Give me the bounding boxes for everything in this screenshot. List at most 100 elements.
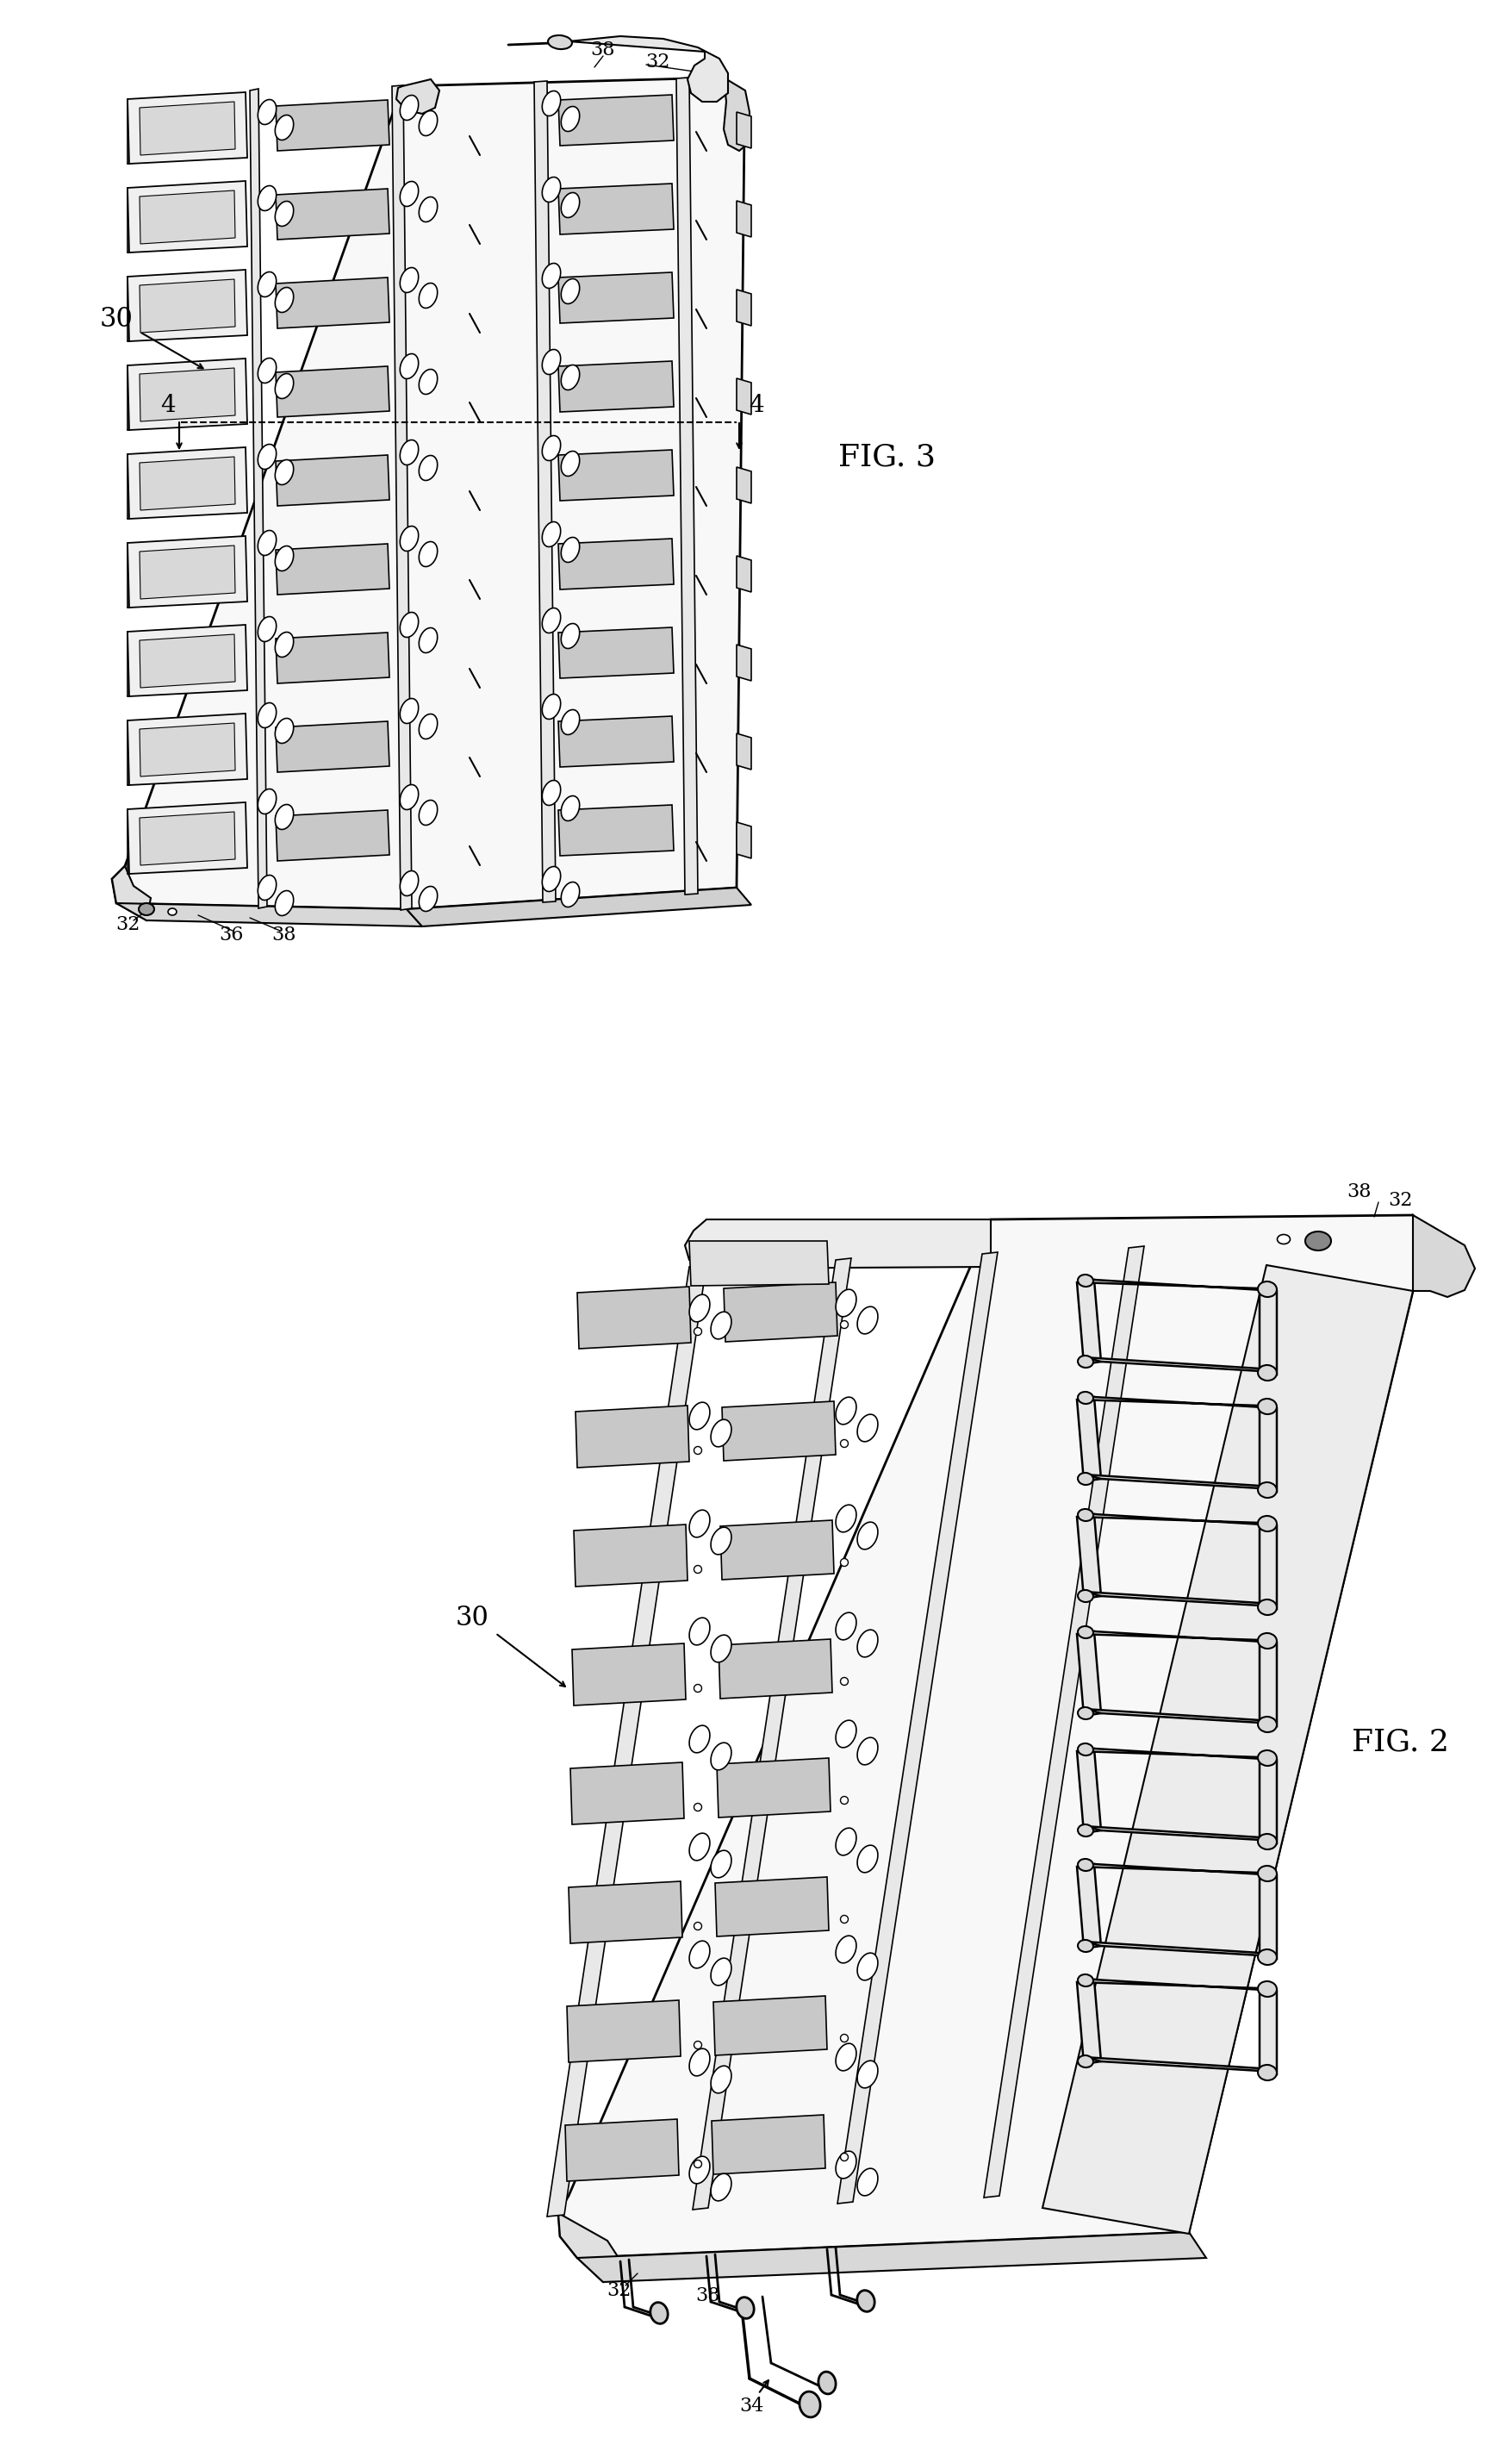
Polygon shape	[558, 451, 674, 500]
Ellipse shape	[1078, 1941, 1093, 1953]
Ellipse shape	[857, 1522, 878, 1549]
Polygon shape	[139, 724, 236, 776]
Ellipse shape	[543, 695, 561, 719]
Ellipse shape	[857, 2167, 878, 2195]
Ellipse shape	[841, 1796, 848, 1805]
Text: 38: 38	[696, 2286, 720, 2305]
Ellipse shape	[168, 909, 177, 916]
Polygon shape	[1077, 1515, 1276, 1525]
Polygon shape	[1077, 1980, 1276, 1990]
Ellipse shape	[1078, 1860, 1093, 1872]
Ellipse shape	[841, 2034, 848, 2042]
Ellipse shape	[275, 374, 293, 399]
Ellipse shape	[401, 355, 419, 379]
Ellipse shape	[836, 1397, 856, 1424]
Polygon shape	[714, 1995, 827, 2054]
Ellipse shape	[561, 623, 579, 648]
Text: 32: 32	[646, 52, 670, 71]
Polygon shape	[1084, 1475, 1275, 1490]
Ellipse shape	[419, 887, 437, 911]
Polygon shape	[1259, 1640, 1276, 1727]
Polygon shape	[838, 1251, 998, 2204]
Ellipse shape	[689, 2049, 709, 2076]
Polygon shape	[127, 448, 248, 520]
Polygon shape	[712, 2116, 826, 2175]
Text: FIG. 3: FIG. 3	[839, 441, 936, 470]
Ellipse shape	[650, 2303, 668, 2323]
Ellipse shape	[694, 1446, 702, 1453]
Polygon shape	[112, 76, 744, 909]
Polygon shape	[558, 539, 674, 589]
Ellipse shape	[1078, 1392, 1093, 1404]
Polygon shape	[689, 1241, 829, 1286]
Polygon shape	[139, 367, 236, 421]
Polygon shape	[1259, 1756, 1276, 1842]
Ellipse shape	[836, 1719, 856, 1749]
Polygon shape	[558, 185, 674, 234]
Ellipse shape	[259, 702, 277, 727]
Ellipse shape	[1078, 1591, 1093, 1601]
Ellipse shape	[1258, 1751, 1276, 1766]
Ellipse shape	[561, 451, 579, 475]
Ellipse shape	[401, 872, 419, 897]
Polygon shape	[1077, 1864, 1276, 1874]
Ellipse shape	[836, 1505, 856, 1532]
Polygon shape	[275, 190, 390, 239]
Polygon shape	[407, 887, 751, 926]
Polygon shape	[578, 2231, 1207, 2283]
Ellipse shape	[841, 1677, 848, 1685]
Ellipse shape	[259, 874, 277, 899]
Ellipse shape	[543, 781, 561, 805]
Polygon shape	[1077, 1515, 1101, 1598]
Polygon shape	[1259, 1288, 1276, 1374]
Ellipse shape	[711, 1744, 732, 1771]
Ellipse shape	[841, 1320, 848, 1328]
Ellipse shape	[694, 1921, 702, 1931]
Polygon shape	[1084, 1591, 1275, 1606]
Polygon shape	[736, 379, 751, 414]
Ellipse shape	[139, 904, 154, 916]
Text: 30: 30	[455, 1606, 488, 1633]
Polygon shape	[558, 273, 674, 323]
Ellipse shape	[711, 1635, 732, 1663]
Ellipse shape	[711, 2066, 732, 2094]
Ellipse shape	[841, 1438, 848, 1448]
Ellipse shape	[689, 1832, 709, 1860]
Ellipse shape	[1078, 1626, 1093, 1638]
Ellipse shape	[1078, 1273, 1093, 1286]
Ellipse shape	[1078, 1975, 1093, 1988]
Polygon shape	[692, 1259, 851, 2209]
Polygon shape	[717, 1759, 830, 1818]
Polygon shape	[127, 91, 248, 163]
Polygon shape	[558, 362, 674, 411]
Polygon shape	[569, 37, 727, 101]
Ellipse shape	[259, 185, 277, 212]
Ellipse shape	[259, 271, 277, 298]
Polygon shape	[127, 537, 248, 608]
Ellipse shape	[543, 264, 561, 288]
Text: 4: 4	[748, 394, 764, 416]
Ellipse shape	[711, 1527, 732, 1554]
Text: FIG. 2: FIG. 2	[1352, 1729, 1448, 1756]
Ellipse shape	[857, 1631, 878, 1658]
Ellipse shape	[711, 2172, 732, 2202]
Ellipse shape	[857, 1845, 878, 1872]
Polygon shape	[1084, 1825, 1275, 1840]
Ellipse shape	[689, 1296, 709, 1323]
Polygon shape	[396, 79, 440, 113]
Text: 4: 4	[160, 394, 175, 416]
Polygon shape	[275, 456, 390, 505]
Polygon shape	[565, 2118, 679, 2182]
Polygon shape	[547, 1266, 706, 2217]
Ellipse shape	[857, 1305, 878, 1335]
Ellipse shape	[275, 288, 293, 313]
Polygon shape	[127, 714, 248, 786]
Polygon shape	[1077, 1281, 1101, 1365]
Ellipse shape	[419, 456, 437, 480]
Ellipse shape	[543, 91, 561, 116]
Ellipse shape	[689, 2155, 709, 2185]
Ellipse shape	[1258, 1633, 1276, 1648]
Ellipse shape	[1078, 1473, 1093, 1485]
Ellipse shape	[1258, 1867, 1276, 1882]
Ellipse shape	[259, 357, 277, 384]
